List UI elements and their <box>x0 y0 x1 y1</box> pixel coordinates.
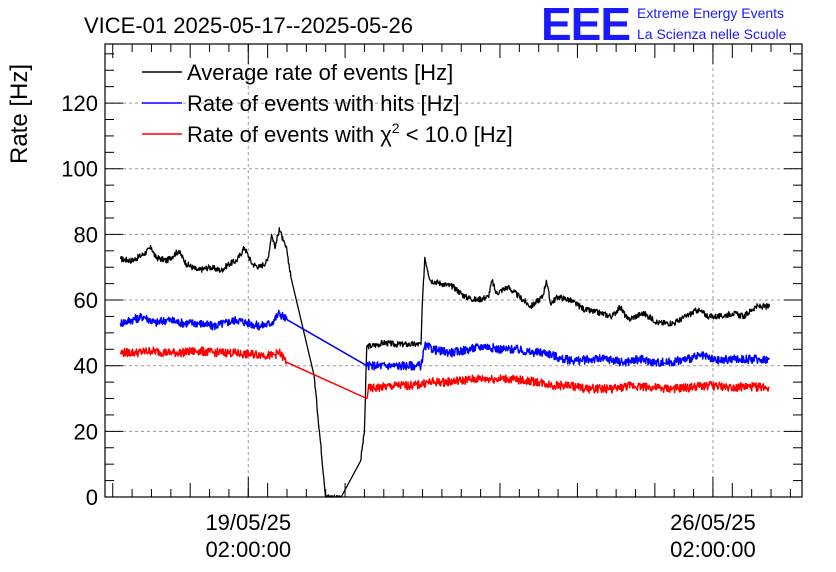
axis-ticks <box>105 44 802 498</box>
y-tick-label: 0 <box>86 485 98 510</box>
x-tick-label-date: 26/05/25 <box>670 510 756 535</box>
y-tick-labels: 0 20 40 60 80 100 120 <box>61 91 98 510</box>
chart-title: VICE-01 2025-05-17--2025-05-26 <box>84 13 413 38</box>
y-tick-label: 40 <box>74 354 98 379</box>
y-tick-label: 60 <box>74 288 98 313</box>
eee-logo-line2: La Scienza nelle Scuole <box>637 26 787 42</box>
legend-label-chi2: Rate of events with χ2 < 10.0 [Hz] <box>187 120 513 147</box>
y-axis-title: Rate [Hz] <box>6 64 33 164</box>
x-tick-label-time: 02:00:00 <box>670 537 756 562</box>
x-tick-label-time: 02:00:00 <box>205 537 291 562</box>
legend: Average rate of events [Hz] Rate of even… <box>142 60 513 147</box>
series-lines <box>119 227 771 498</box>
eee-logo-mark: EEE <box>541 0 630 50</box>
y-tick-label: 100 <box>61 157 98 182</box>
legend-label-average: Average rate of events [Hz] <box>187 60 453 85</box>
eee-logo-line1: Extreme Energy Events <box>637 5 784 21</box>
grid-lines <box>105 44 802 497</box>
legend-label-hits: Rate of events with hits [Hz] <box>187 91 460 116</box>
y-tick-label: 80 <box>74 222 98 247</box>
y-tick-label: 120 <box>61 91 98 116</box>
x-tick-label-date: 19/05/25 <box>205 510 291 535</box>
plot-frame <box>104 43 803 498</box>
series-line-hits <box>119 309 771 371</box>
series-line-average <box>119 227 771 498</box>
eee-logo: EEE Extreme Energy Events La Scienza nel… <box>541 0 787 50</box>
series-line-chi2 <box>119 346 770 400</box>
y-tick-label: 20 <box>74 419 98 444</box>
